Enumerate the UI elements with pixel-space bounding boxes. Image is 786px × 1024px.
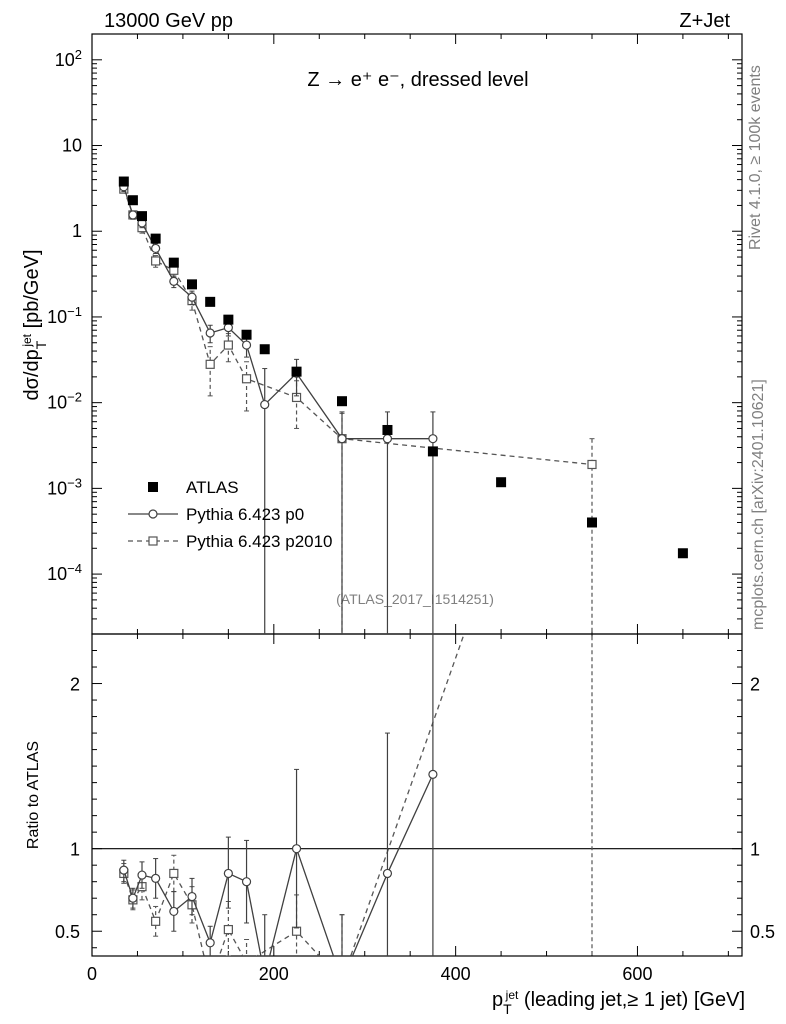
p2010-ratio-marker <box>243 959 251 967</box>
p2010-ratio-marker <box>151 916 161 926</box>
x-axis-label: pTjet (leading jet,≥ 1 jet) [GeV] <box>492 988 745 1017</box>
p0-ratio-marker <box>169 906 179 917</box>
p0-marker <box>223 323 233 333</box>
x-tick-label: 600 <box>622 964 652 984</box>
p0-ratio-marker <box>382 868 393 879</box>
main-axes: 10−4 10−3 10−2 10−1 1 10 102 <box>47 33 742 635</box>
p2010-ratio-marker <box>338 977 346 985</box>
y-tick-label: 1 <box>72 221 82 241</box>
p0-ratio-marker <box>428 769 438 779</box>
p0-ratio-marker <box>119 865 129 875</box>
y-tick-label: 10−1 <box>47 303 82 327</box>
ratio-panel-frame <box>91 633 743 957</box>
y-tick-label-right: 0.5 <box>750 922 775 942</box>
atlas-marker <box>127 195 138 206</box>
side-label-mcplots: mcplots.cern.ch [arXiv:2401.10621] <box>750 379 767 630</box>
atlas-marker <box>241 329 252 340</box>
x-tick-label: 200 <box>259 964 289 984</box>
atlas-marker <box>259 344 270 355</box>
legend-label: ATLAS <box>186 478 239 497</box>
y-tick-label: 10−2 <box>47 389 82 413</box>
p0-marker <box>169 276 179 286</box>
p2010-marker <box>205 359 215 369</box>
atlas-marker <box>677 548 688 559</box>
p0-line <box>123 186 433 440</box>
p2010-ratio-marker <box>223 924 233 935</box>
p2010-ratio-marker <box>206 978 214 986</box>
atlas-marker <box>118 176 129 187</box>
y-tick-label: 1 <box>70 840 80 860</box>
p0-ratio-marker <box>128 893 138 903</box>
atlas-marker <box>168 257 179 268</box>
analysis-label: (ATLAS_2017_I1514251) <box>336 591 494 607</box>
p0-marker <box>260 399 270 410</box>
ratio-data-marks <box>119 267 596 986</box>
main-data-marks <box>118 176 688 634</box>
p0-ratio-marker <box>137 870 147 880</box>
legend-p0-marker <box>148 509 158 519</box>
p0-ratio-marker <box>291 844 302 854</box>
p0-marker <box>382 434 393 444</box>
x-tick-label: 400 <box>441 964 471 984</box>
p0-marker <box>241 340 252 350</box>
atlas-marker <box>382 424 393 435</box>
main-y-label: dσ/dpTjet [pb/GeV] <box>20 249 49 400</box>
x-tick-label: 0 <box>87 964 97 984</box>
main-title: Z → e⁺ e⁻, dressed level <box>307 69 528 91</box>
p2010-ratio-marker <box>588 267 596 275</box>
legend-label: Pythia 6.423 p2010 <box>186 532 333 551</box>
p2010-marker <box>241 374 252 384</box>
legend-p2010-marker <box>148 536 158 546</box>
p2010-line <box>123 188 593 466</box>
p0-ratio-marker <box>223 868 233 879</box>
atlas-marker <box>205 296 216 307</box>
p0-marker <box>428 434 438 444</box>
y-tick-label: 0.5 <box>55 922 80 942</box>
y-tick-label: 10−3 <box>47 475 82 499</box>
legend: ATLAS Pythia 6.423 p0 Pythia 6.423 p2010 <box>128 478 333 551</box>
legend-label: Pythia 6.423 p0 <box>186 505 304 524</box>
atlas-marker <box>427 446 438 457</box>
p0-ratio-marker <box>338 977 346 985</box>
p2010-ratio-marker <box>169 868 179 879</box>
header-left: 13000 GeV pp <box>104 10 233 32</box>
p2010-marker <box>587 459 597 470</box>
atlas-marker <box>587 517 597 528</box>
y-tick-label: 10 <box>62 136 82 156</box>
y-tick-label: 102 <box>55 46 82 70</box>
atlas-marker <box>137 211 147 222</box>
p2010-ratio-marker <box>291 926 302 936</box>
y-tick-label-right: 2 <box>750 675 760 695</box>
p2010-marker <box>151 256 161 266</box>
ratio-y-label: Ratio to ATLAS <box>25 741 42 849</box>
p2010-ratio-line <box>123 634 465 956</box>
y-tick-label: 2 <box>70 675 80 695</box>
side-label-rivet: Rivet 4.1.0, ≥ 100k events <box>747 65 764 250</box>
p2010-marker <box>223 340 233 350</box>
atlas-marker <box>150 233 161 244</box>
ratio-axes: 0 200 400 600 0.5 0.5 1 1 2 2 <box>55 634 775 984</box>
p0-marker <box>151 243 161 254</box>
p0-ratio-marker <box>187 891 197 902</box>
p0-marker <box>128 210 138 220</box>
p0-ratio-marker <box>241 877 252 887</box>
p0-marker <box>187 292 197 302</box>
y-tick-label: 10−4 <box>47 561 82 585</box>
atlas-marker <box>496 477 507 488</box>
header-right: Z+Jet <box>679 10 730 32</box>
atlas-marker <box>187 279 197 290</box>
atlas-marker <box>291 366 302 377</box>
p0-marker <box>337 434 347 444</box>
atlas-marker <box>337 396 347 407</box>
p0-ratio-marker <box>205 938 215 948</box>
atlas-marker <box>223 314 234 325</box>
p0-marker <box>205 328 215 338</box>
p0-ratio-marker <box>151 873 161 883</box>
legend-atlas-marker <box>148 482 158 492</box>
y-tick-label-right: 1 <box>750 840 760 860</box>
